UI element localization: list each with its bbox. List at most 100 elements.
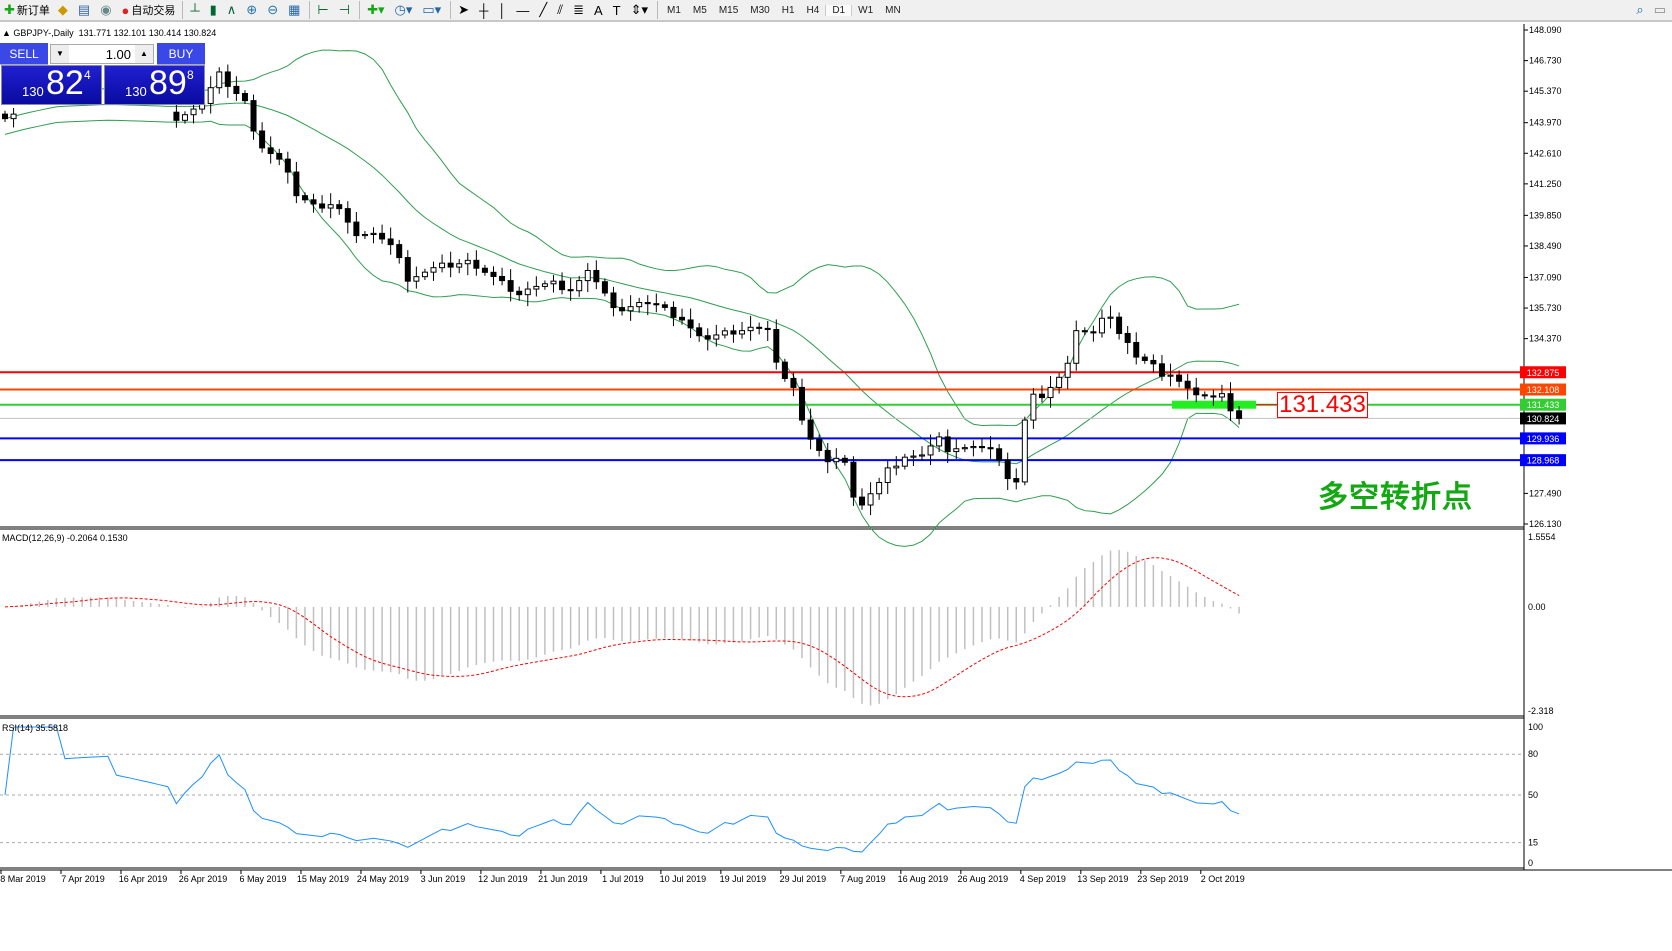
candle-body: [593, 269, 600, 283]
timeframe-m15[interactable]: M15: [718, 4, 739, 16]
timeframe-m5[interactable]: M5: [692, 4, 707, 16]
rsi-tick-label: 0: [1528, 858, 1533, 868]
timeframe-w1[interactable]: W1: [858, 4, 874, 16]
navigator-button[interactable]: ▤: [74, 0, 96, 20]
rsi-tick-label: 80: [1528, 749, 1538, 759]
price-tick-label: 139.850: [1529, 210, 1562, 220]
candle-body: [1098, 317, 1105, 334]
new-order-button[interactable]: ✚ 新订单: [0, 0, 54, 20]
candle-body: [301, 195, 308, 201]
zoom-out-button[interactable]: ⊖: [263, 0, 284, 20]
candle-body: [1030, 393, 1037, 421]
timeframe-d1[interactable]: D1: [825, 4, 853, 16]
zoom-in-button[interactable]: ⊕: [242, 0, 263, 20]
candle-body: [490, 271, 497, 277]
signals-icon: ◉: [100, 2, 112, 17]
price-line-label-bg: [1520, 398, 1566, 411]
periods-button[interactable]: ◷▾: [390, 0, 418, 20]
candlestick-button[interactable]: ▮: [206, 0, 223, 20]
candle-body: [721, 330, 728, 336]
candle-body: [499, 275, 506, 282]
lot-size-stepper[interactable]: ▼ 1.00 ▲: [50, 44, 154, 64]
line-chart-button[interactable]: ∧: [223, 0, 243, 20]
chart-header: ▲ GBPJPY-,Daily 131.771 132.101 130.414 …: [2, 28, 217, 38]
chat-icon: ▭: [1653, 2, 1666, 17]
market-watch-icon: ◆: [57, 2, 68, 17]
candle-body: [567, 289, 574, 292]
chat-button[interactable]: ▭: [1650, 0, 1672, 20]
timeframe-m1[interactable]: M1: [667, 4, 681, 16]
equidistant-channel-button[interactable]: ⫽: [553, 0, 569, 20]
date-tick-label: 3 Jun 2019: [421, 874, 466, 884]
date-tick-label: 29 Jul 2019: [780, 874, 827, 884]
horizontal-line-icon: —: [516, 2, 530, 18]
candle-body: [190, 108, 197, 116]
price-tick-label: 135.730: [1529, 303, 1562, 313]
fibonacci-button[interactable]: ≣: [569, 0, 590, 20]
candle-body: [533, 285, 540, 290]
line-chart-icon: ∧: [226, 2, 237, 17]
candle-body: [1141, 356, 1148, 361]
cursor-button[interactable]: ➤: [454, 0, 475, 20]
vertical-line-button[interactable]: │: [494, 0, 512, 20]
auto-trading-button[interactable]: ● 自动交易: [118, 0, 180, 20]
timeframe-mn[interactable]: MN: [885, 4, 901, 16]
sell-price[interactable]: 130 82 4: [1, 64, 102, 105]
price-line-label: 131.433: [1527, 400, 1560, 410]
trendline-button[interactable]: ╱: [535, 0, 553, 20]
candle-body: [310, 199, 317, 205]
buy-price[interactable]: 130 89 8: [104, 64, 205, 105]
price-tick-label: 127.490: [1529, 488, 1562, 498]
sell-button[interactable]: SELL: [0, 43, 48, 65]
date-tick-label: 15 May 2019: [297, 874, 349, 884]
date-tick-label: 12 Jun 2019: [478, 874, 528, 884]
one-click-trading-panel: SELL ▼ 1.00 ▲ BUY 130 82 4 130 89 8: [0, 43, 206, 105]
periods-icon: ◷▾: [394, 2, 413, 17]
candle-body: [653, 303, 660, 306]
candle-body: [867, 493, 874, 506]
timeframe-h1[interactable]: H1: [781, 4, 795, 16]
templates-button[interactable]: ▭▾: [418, 0, 447, 20]
candle-body: [1013, 478, 1020, 483]
price-line-label: 130.824: [1527, 414, 1560, 424]
horizontal-line-button[interactable]: —: [512, 0, 535, 20]
candle-body: [996, 448, 1003, 461]
arrows-button[interactable]: ⇕▾: [627, 0, 654, 20]
candle-body: [987, 447, 994, 450]
candlestick-icon: ▮: [209, 2, 217, 17]
text-button[interactable]: A: [590, 0, 609, 20]
crosshair-button[interactable]: ┼: [475, 0, 494, 20]
signals-button[interactable]: ◉: [96, 0, 117, 20]
equidistant-channel-icon: ⫽: [557, 2, 564, 17]
lot-decrease-button[interactable]: ▼: [51, 45, 69, 63]
annotation-text[interactable]: 多空转折点: [1318, 480, 1473, 515]
market-watch-button[interactable]: ◆: [54, 0, 74, 20]
timeframe-h4[interactable]: H4: [806, 4, 820, 16]
candle-body: [799, 386, 806, 421]
chart-shift-button[interactable]: ⊣: [335, 0, 356, 20]
trendline-icon: ╱: [539, 2, 548, 17]
candle-body: [978, 446, 985, 449]
autoscroll-button[interactable]: ⊢: [313, 0, 334, 20]
candle-body: [756, 326, 763, 329]
indicators-button[interactable]: ✚▾: [363, 0, 390, 20]
buy-button[interactable]: BUY: [157, 43, 205, 65]
bar-chart-button[interactable]: ┴: [186, 0, 205, 20]
candle-body: [584, 269, 591, 282]
lot-size-input[interactable]: 1.00: [105, 47, 131, 62]
timeframe-m30[interactable]: M30: [750, 4, 770, 16]
navigator-icon: ▤: [77, 2, 91, 17]
search-button[interactable]: ⌕: [1632, 0, 1649, 20]
candle-body: [319, 203, 326, 209]
ohlc-values: 131.771 132.101 130.414 130.824: [78, 28, 217, 38]
candle-body: [859, 496, 865, 506]
text-label-button[interactable]: T: [609, 0, 627, 20]
candle-body: [396, 244, 403, 259]
lot-increase-button[interactable]: ▲: [135, 45, 153, 63]
candle-body: [884, 467, 891, 483]
candle-body: [901, 456, 908, 467]
price-annotation-label[interactable]: 131.433: [1277, 392, 1368, 418]
candle-body: [1133, 341, 1140, 358]
tile-windows-button[interactable]: ▦: [284, 0, 306, 20]
